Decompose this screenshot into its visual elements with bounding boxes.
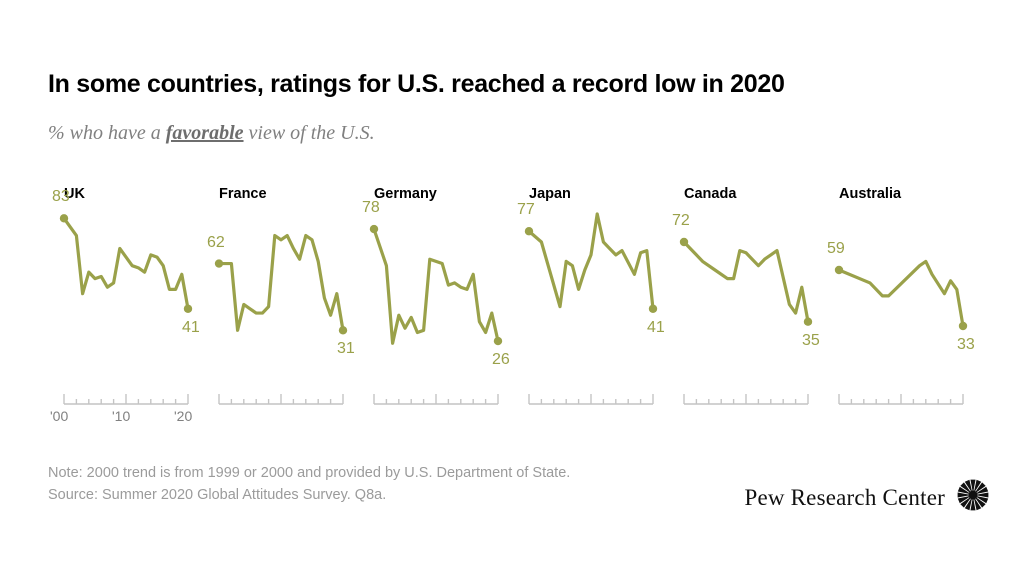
source-line: Source: Summer 2020 Global Attitudes Sur… (48, 487, 387, 504)
sparkline-path (682, 240, 810, 324)
x-axis-tick-label: '20 (174, 408, 193, 424)
panel-title: Japan (529, 186, 571, 202)
start-value-label: 78 (362, 199, 380, 217)
x-axis (513, 390, 668, 408)
sparkline-end-dot (493, 336, 503, 346)
sparkline-end-dot (183, 304, 193, 313)
footnotes: Note: 2000 trend is from 1999 or 2000 an… (48, 462, 748, 507)
subtitle-text-before: % who have a (48, 122, 166, 144)
x-axis (668, 390, 823, 408)
x-axis (203, 390, 358, 408)
panel-title: Australia (839, 186, 902, 202)
sparkline-start-dot (214, 259, 224, 268)
sparkline-panel-canada: Canada 72 35 (668, 182, 823, 432)
panel-title: Germany (374, 186, 437, 202)
sparkline-panel-germany: Germany 78 26 (358, 182, 513, 432)
x-axis-tick-label: '00 (50, 408, 69, 424)
sparkline-panel-japan: Japan 77 41 (513, 182, 668, 432)
sparkline-start-dot (834, 265, 844, 275)
sparkline-start-dot (59, 214, 69, 223)
panel-title: Canada (684, 186, 737, 202)
end-value-label: 35 (802, 331, 820, 349)
sparkline (203, 206, 358, 366)
logo-wordmark: Pew Research Center (744, 484, 945, 510)
panel-title: UK (64, 186, 85, 202)
sparkline-path (62, 216, 190, 311)
sparkline (513, 206, 668, 366)
sparkline-end-dot (803, 317, 813, 326)
note-line: Note: 2000 trend is from 1999 or 2000 an… (48, 465, 571, 481)
pew-starburst-icon (956, 478, 990, 517)
start-value-label: 59 (827, 240, 845, 257)
sparkline-end-dot (958, 321, 968, 331)
sparkline-panel-france: France 62 31 (203, 182, 358, 432)
sparkline-path (837, 259, 965, 328)
sparkline-path (372, 227, 500, 345)
sparkline-start-dot (524, 227, 534, 236)
sparkline-path (527, 212, 655, 311)
end-value-label: 31 (337, 340, 355, 358)
start-value-label: 62 (207, 233, 225, 251)
sparkline-panel-uk: UK 83 41 '00 '10 '20 (48, 182, 203, 432)
sparkline-path (217, 233, 345, 332)
sparkline-start-dot (369, 224, 379, 234)
chart-subtitle: % who have a favorable view of the U.S. (48, 120, 948, 146)
end-value-label: 41 (182, 318, 200, 336)
sparkline-panels: UK 83 41'00'10'20 France 62 31 Germany 78 26 Japa… (48, 182, 976, 432)
x-axis-labels: '00 '10 '20 (48, 408, 203, 426)
sparkline (668, 206, 823, 366)
start-value-label: 77 (517, 201, 535, 219)
sparkline-panel-australia: Australia 59 33 (823, 182, 978, 432)
sparkline (823, 206, 978, 366)
pew-research-center-logo: Pew Research Center (744, 478, 990, 517)
sparkline (358, 206, 513, 366)
start-value-label: 83 (52, 188, 70, 206)
subtitle-text-after: view of the U.S. (243, 122, 375, 144)
x-axis (823, 390, 978, 408)
panel-title: France (219, 186, 267, 202)
end-value-label: 33 (957, 336, 975, 353)
page-title: In some countries, ratings for U.S. reac… (48, 70, 785, 98)
sparkline-start-dot (679, 237, 689, 247)
x-axis-tick-label: '10 (112, 408, 131, 424)
end-value-label: 26 (492, 351, 510, 369)
sparkline (48, 206, 203, 366)
x-axis (48, 390, 203, 408)
sparkline-end-dot (338, 326, 348, 335)
sparkline-end-dot (648, 304, 658, 313)
subtitle-emphasis: favorable (165, 122, 244, 144)
end-value-label: 41 (647, 318, 665, 336)
x-axis (358, 390, 513, 408)
start-value-label: 72 (672, 212, 690, 229)
